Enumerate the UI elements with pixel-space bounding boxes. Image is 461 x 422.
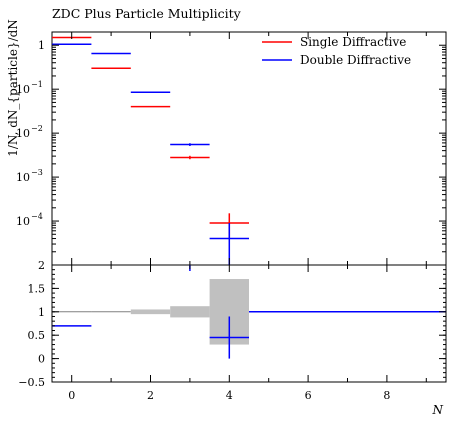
ratio-y-tick-label: 1.5 (28, 282, 46, 295)
ratio-plot-frame (51, 264, 447, 383)
y-tick-label: 1 (38, 39, 45, 52)
y-tick-exponent: −1 (31, 80, 43, 89)
x-axis-label: N (432, 403, 444, 417)
ratio-uncertainty-band (52, 279, 249, 345)
band-segment (130, 309, 171, 315)
x-tick-label: 4 (226, 389, 233, 402)
ratio-y-tick-label: 0 (38, 353, 45, 366)
legend-label-0: Single Diffractive (300, 35, 406, 49)
band-segment (170, 306, 210, 318)
data-series (52, 36, 446, 359)
y-tick-exponent: −2 (31, 124, 43, 133)
x-tick-label: 0 (68, 389, 75, 402)
y-tick-label: 10 (16, 215, 30, 228)
chart-title: ZDC Plus Particle Multiplicity (52, 6, 242, 21)
y-axis-label: 1/N, dN_{particle}/dN (6, 19, 20, 157)
legend-label-1: Double Diffractive (300, 53, 411, 67)
y-tick-label: 10 (16, 127, 30, 140)
x-tick-label: 8 (383, 389, 390, 402)
ratio-y-tick-label: −0.5 (18, 376, 45, 389)
y-tick-label: 10 (16, 171, 30, 184)
legend: Single Diffractive Double Diffractive (262, 35, 411, 67)
x-tick-label: 6 (305, 389, 312, 402)
axis-ticks: 110 −110 −210 −310 −40 2 4 6 8−0.500.511.52 (16, 31, 446, 402)
y-tick-label: 10 (16, 83, 30, 96)
x-tick-label: 2 (147, 389, 154, 402)
ratio-plot-border (51, 264, 447, 383)
ratio-y-tick-label: 0.5 (28, 329, 46, 342)
y-tick-exponent: −3 (31, 168, 43, 177)
ratio-y-tick-label: 1 (38, 306, 45, 319)
y-tick-exponent: −4 (31, 212, 43, 221)
ratio-y-tick-label: 2 (38, 259, 45, 272)
